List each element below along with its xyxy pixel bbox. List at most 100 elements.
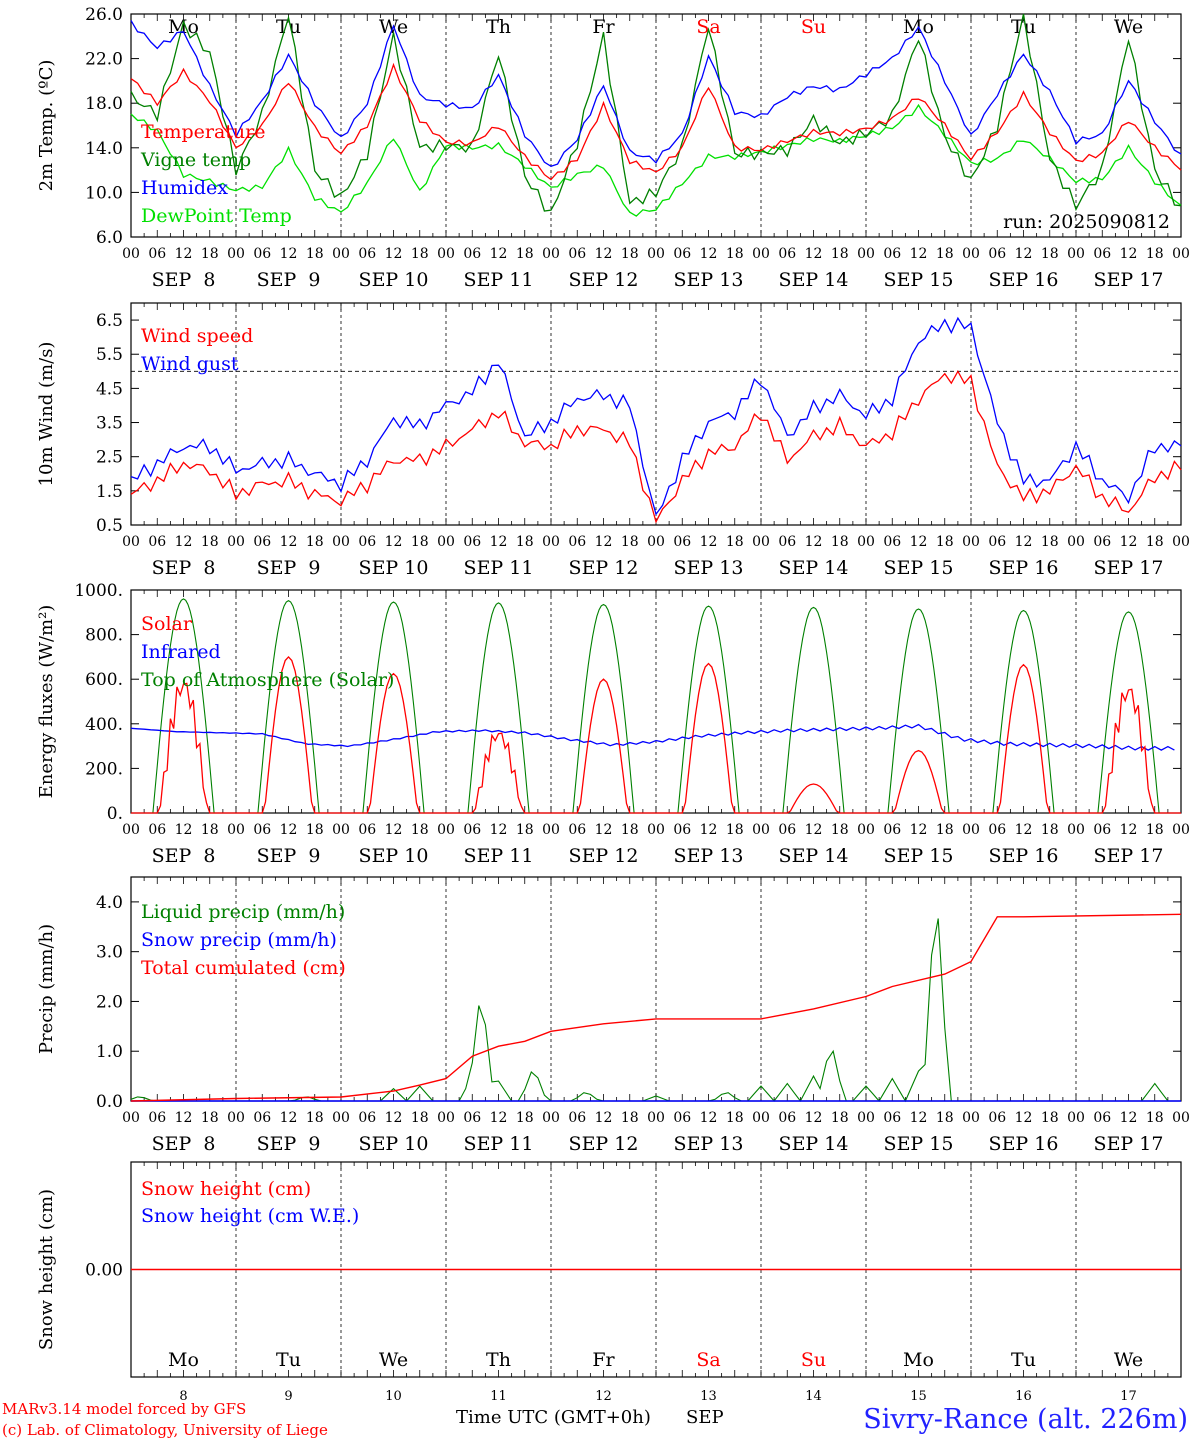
y-tick-label: 18.0 bbox=[85, 94, 123, 114]
day-number-label: 11 bbox=[490, 1389, 507, 1404]
x-hour-label: 18 bbox=[201, 1110, 219, 1126]
day-name-label: Th bbox=[486, 16, 511, 38]
x-hour-label: 06 bbox=[778, 534, 796, 550]
x-hour-label: 06 bbox=[358, 822, 376, 838]
x-hour-label: 18 bbox=[306, 1110, 324, 1126]
y-tick-label: 14.0 bbox=[85, 139, 123, 159]
series-line-humidex bbox=[130, 20, 1182, 168]
x-date-label: SEP 15 bbox=[884, 845, 954, 867]
x-hour-label: 18 bbox=[831, 246, 849, 262]
x-hour-label: 18 bbox=[411, 1110, 429, 1126]
y-tick-label: 400. bbox=[85, 715, 123, 735]
x-hour-label: 06 bbox=[1093, 822, 1111, 838]
series-line-wind-gust bbox=[130, 316, 1182, 516]
x-hour-label: 06 bbox=[568, 822, 586, 838]
day-number-label: 10 bbox=[385, 1389, 402, 1404]
series-line-total-cumulated bbox=[130, 913, 1182, 1102]
x-hour-label: 12 bbox=[175, 1110, 193, 1126]
x-hour-label: 18 bbox=[516, 822, 534, 838]
x-date-label: SEP 16 bbox=[989, 557, 1059, 579]
series-line-temperature bbox=[130, 62, 1182, 181]
x-hour-label: 12 bbox=[1120, 822, 1138, 838]
x-date-label: SEP 10 bbox=[359, 269, 429, 291]
legend-entry: DewPoint Temp bbox=[141, 205, 292, 227]
x-hour-label: 06 bbox=[463, 534, 481, 550]
x-date-label: SEP 10 bbox=[359, 1133, 429, 1155]
x-date-label: SEP 11 bbox=[464, 1133, 534, 1155]
legend-entry: Wind speed bbox=[141, 325, 253, 347]
x-hour-label: 18 bbox=[1146, 822, 1164, 838]
y-tick-label: 0.5 bbox=[96, 516, 123, 536]
energy-flux-panel: 0. 200. 400. 600. 800. 1000. Energy fluxes (W/… bbox=[36, 581, 1190, 867]
x-hour-label: 18 bbox=[306, 822, 324, 838]
x-hour-label: 06 bbox=[673, 534, 691, 550]
x-hour-label: 18 bbox=[726, 1110, 744, 1126]
station-title: Sivry-Rance (alt. 226m) bbox=[863, 1404, 1188, 1435]
x-hour-label: 12 bbox=[595, 534, 613, 550]
x-date-label: SEP 13 bbox=[674, 845, 744, 867]
x-hour-label: 00 bbox=[752, 822, 770, 838]
x-hour-label: 00 bbox=[962, 822, 980, 838]
x-date-label: SEP 10 bbox=[359, 557, 429, 579]
x-hour-label: 12 bbox=[1015, 822, 1033, 838]
x-hour-label: 12 bbox=[910, 534, 928, 550]
x-hour-label: 06 bbox=[778, 246, 796, 262]
legend-entry: Liquid precip (mm/h) bbox=[141, 901, 345, 923]
x-date-label: SEP 16 bbox=[989, 845, 1059, 867]
x-hour-label: 00 bbox=[332, 246, 350, 262]
y-axis-label: Precip (mm/h) bbox=[36, 924, 57, 1054]
day-name-label: Sa bbox=[696, 1349, 720, 1371]
x-hour-label: 00 bbox=[122, 1110, 140, 1126]
x-hour-label: 18 bbox=[516, 1110, 534, 1126]
x-hour-label: 06 bbox=[568, 246, 586, 262]
x-hour-label: 18 bbox=[201, 246, 219, 262]
y-tick-label: 600. bbox=[85, 670, 123, 690]
x-hour-label: 12 bbox=[490, 534, 508, 550]
x-date-label: SEP 10 bbox=[359, 845, 429, 867]
x-date-label: SEP 12 bbox=[569, 557, 639, 579]
y-axis-label: Energy fluxes (W/m²) bbox=[36, 605, 57, 799]
x-hour-label: 00 bbox=[122, 822, 140, 838]
legend-entry: Snow height (cm W.E.) bbox=[141, 1205, 359, 1227]
legend-entry: Humidex bbox=[141, 177, 228, 199]
x-hour-label: 12 bbox=[280, 822, 298, 838]
x-hour-label: 00 bbox=[1172, 534, 1190, 550]
x-hour-label: 12 bbox=[175, 246, 193, 262]
x-hour-label: 00 bbox=[857, 1110, 875, 1126]
x-hour-label: 18 bbox=[1041, 1110, 1059, 1126]
x-hour-label: 18 bbox=[936, 534, 954, 550]
x-date-label: SEP 8 bbox=[152, 1133, 216, 1155]
x-hour-label: 06 bbox=[568, 534, 586, 550]
x-hour-label: 12 bbox=[280, 1110, 298, 1126]
legend-entry: Wind gust bbox=[141, 353, 239, 375]
x-hour-label: 00 bbox=[227, 822, 245, 838]
x-hour-label: 06 bbox=[463, 822, 481, 838]
y-tick-label: 0. bbox=[107, 804, 123, 824]
x-hour-label: 06 bbox=[568, 1110, 586, 1126]
x-date-label: SEP 14 bbox=[779, 557, 849, 579]
y-tick-label: 2.5 bbox=[96, 448, 123, 468]
x-hour-label: 18 bbox=[1146, 534, 1164, 550]
x-hour-label: 06 bbox=[463, 1110, 481, 1126]
x-hour-label: 06 bbox=[988, 822, 1006, 838]
x-hour-label: 18 bbox=[936, 822, 954, 838]
x-hour-label: 06 bbox=[358, 1110, 376, 1126]
x-hour-label: 06 bbox=[778, 822, 796, 838]
snow-panel: 0.00 Snow height (cm) Snow height (cm) Snow… bbox=[36, 1161, 1182, 1404]
time-axis-label: Time UTC (GMT+0h) bbox=[456, 1407, 651, 1428]
series-line-vigne-temp bbox=[130, 13, 1182, 212]
x-hour-label: 12 bbox=[595, 822, 613, 838]
x-date-label: SEP 17 bbox=[1094, 269, 1164, 291]
legend-entry: Solar bbox=[141, 613, 193, 635]
x-hour-label: 12 bbox=[1120, 1110, 1138, 1126]
x-hour-label: 06 bbox=[148, 534, 166, 550]
x-hour-label: 12 bbox=[910, 1110, 928, 1126]
x-hour-label: 18 bbox=[306, 534, 324, 550]
x-date-label: SEP 12 bbox=[569, 845, 639, 867]
x-hour-label: 18 bbox=[516, 534, 534, 550]
x-hour-label: 12 bbox=[280, 246, 298, 262]
series-line-infrared bbox=[130, 723, 1175, 751]
x-hour-label: 00 bbox=[647, 246, 665, 262]
x-hour-label: 18 bbox=[411, 246, 429, 262]
series-line-wind-speed bbox=[130, 369, 1182, 524]
